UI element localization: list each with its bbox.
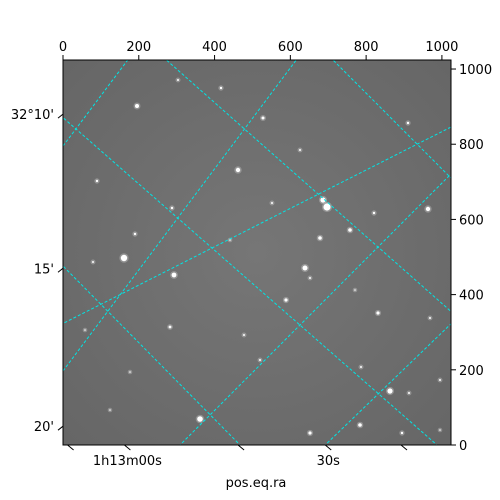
star [243,334,245,336]
right-pixel-axis: 0 200 400 600 800 1000 [451,63,492,454]
right-tick-label: 800 [459,138,484,153]
star [170,206,174,210]
star [261,116,265,120]
star [425,206,431,212]
dec-tick-mark [57,113,64,119]
star [400,431,404,435]
star [229,239,231,241]
ra-minor-tick [67,444,74,451]
star [318,236,322,240]
left-dec-axis: 32°10' 15' 20' [11,108,64,435]
ra-minor-tick [237,444,245,451]
right-tick-label: 600 [459,213,484,228]
star [284,298,288,302]
grid-line [63,265,241,445]
grid-line [324,323,451,445]
right-tick-label: 0 [459,439,467,454]
plot-frame [62,59,452,446]
star [439,379,441,381]
grid-line [332,60,451,179]
top-tick-label: 1000 [425,40,458,55]
top-tick-label: 600 [278,40,303,55]
star [271,202,273,204]
coordinate-grid [63,60,451,445]
star [135,104,139,108]
right-tick-label: 1000 [459,63,492,78]
star [177,79,179,81]
star [95,179,99,183]
right-tick-label: 200 [459,364,484,379]
star [372,211,376,215]
dec-tick-mark [57,425,64,431]
star [120,254,128,262]
star [84,329,86,331]
ra-minor-tick [400,444,408,451]
ra-tick-mark [124,444,131,451]
ra-tick-mark [324,444,332,451]
star [171,272,177,278]
top-tick-label: 200 [126,40,151,55]
star [376,311,380,315]
star [323,203,331,211]
star [259,359,261,361]
star [354,289,356,291]
grid-line [179,173,451,445]
star [406,121,410,125]
x-axis-title: pos.eq.ra [226,476,287,491]
star [429,317,431,319]
star [360,366,362,368]
grid-line [63,60,297,372]
star [299,149,301,151]
star [348,228,352,232]
star [92,261,94,263]
dec-tick-mark [57,267,64,273]
star [309,277,311,279]
star [133,232,137,236]
ra-tick-label: 1h13m00s [93,454,162,469]
star [387,388,393,394]
star-field [82,77,443,437]
star [320,197,326,203]
sky-image [63,60,451,445]
star [168,325,172,329]
bottom-ra-axis: 1h13m00s 30s [67,444,408,469]
dec-tick-label: 32°10' [11,108,54,123]
top-tick-label: 400 [202,40,227,55]
dec-tick-label: 15' [34,262,54,277]
dec-tick-label: 20' [34,420,54,435]
star [129,371,131,373]
top-pixel-axis: 0 200 400 600 800 1000 [59,40,458,60]
star [308,431,312,435]
star [235,167,241,173]
star [358,423,362,427]
star [197,416,203,422]
star [439,429,441,431]
plot-area [62,59,452,446]
grid-line [63,126,451,325]
star [408,392,410,394]
star [109,409,111,411]
grid-line [63,60,129,147]
star [219,86,223,90]
top-tick-label: 0 [59,40,67,55]
grid-line [63,116,438,445]
ra-tick-label: 30s [317,454,341,469]
star [302,265,308,271]
top-tick-label: 800 [354,40,379,55]
right-tick-label: 400 [459,289,484,304]
